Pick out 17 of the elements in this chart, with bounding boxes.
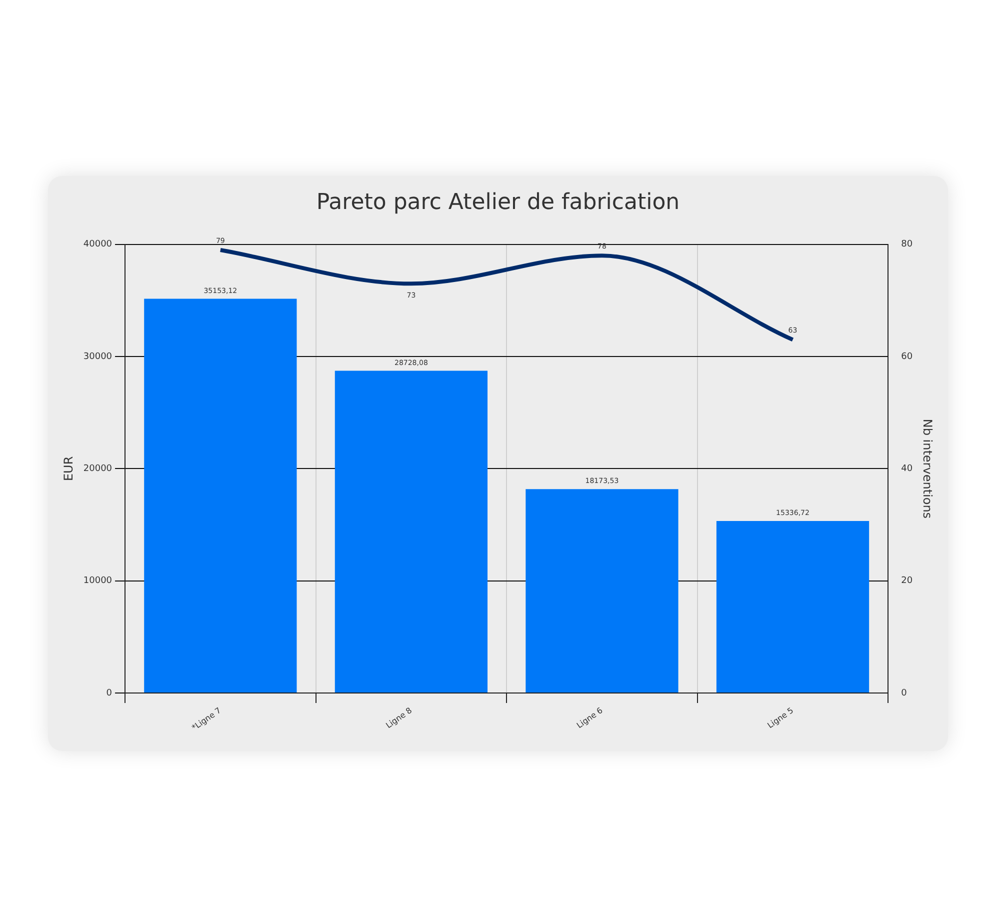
y-axis-title: EUR [61,456,76,482]
y2-axis-title: Nb interventions [920,418,935,519]
y2-tick-label: 20 [901,576,913,586]
y-tick-label: 30000 [83,352,112,362]
y2-tick-label: 80 [901,240,913,250]
y-tick-label: 40000 [83,240,112,250]
bar [144,298,297,692]
bar [334,370,488,692]
y-tick-label: 0 [106,688,112,698]
y2-tick-label: 60 [901,352,913,362]
chart-title: Pareto parc Atelier de fabrication [316,190,680,215]
y-tick-label: 20000 [83,464,112,474]
bar [716,520,870,692]
y2-tick-label: 40 [901,464,913,474]
y-tick-label: 10000 [83,576,112,586]
bar [526,489,678,692]
y2-tick-label: 0 [901,688,908,698]
